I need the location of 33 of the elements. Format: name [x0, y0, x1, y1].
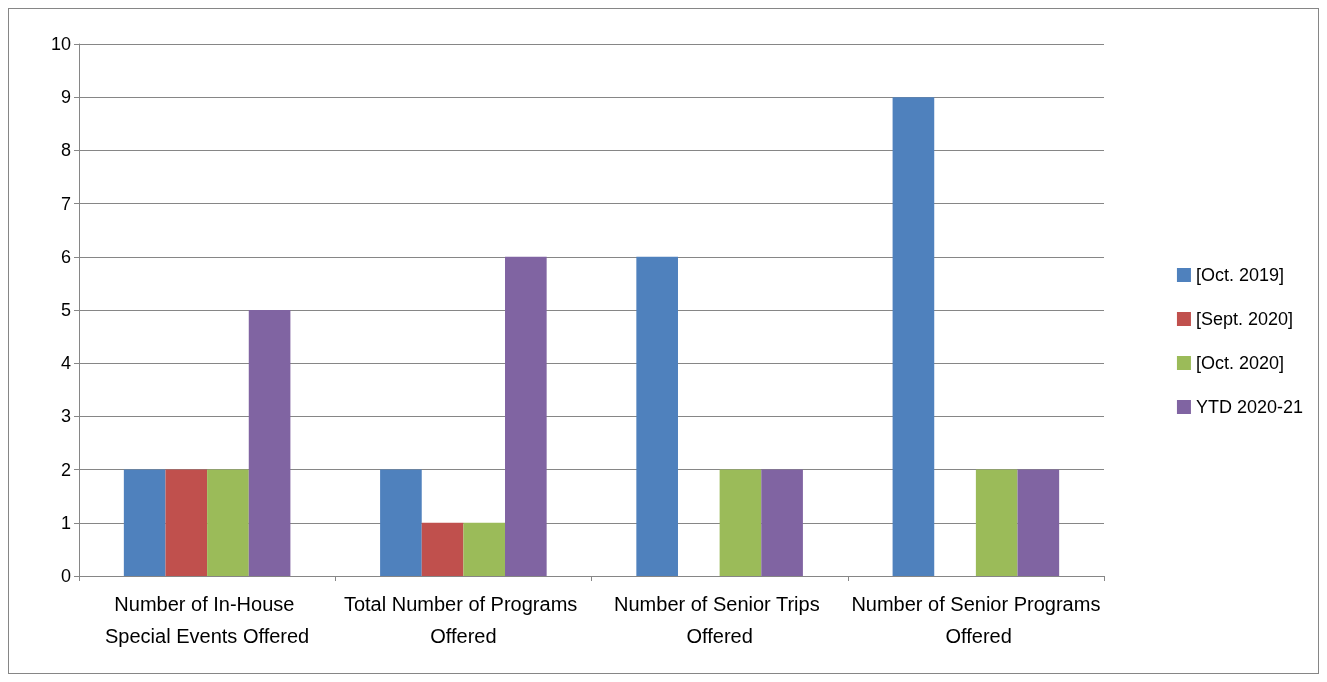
y-tick-label: 5 [60, 300, 71, 320]
y-tick-label: 3 [60, 406, 71, 427]
bar [892, 97, 935, 576]
bar [719, 469, 762, 576]
bar [165, 469, 208, 576]
bar [207, 469, 249, 576]
y-tick-label: 2 [60, 459, 71, 480]
bar [636, 256, 678, 576]
bar [975, 469, 1018, 576]
y-tick-label: 7 [60, 193, 71, 214]
bar [463, 522, 506, 576]
x-tick-label: Number of In-House Special Events Offered [105, 593, 310, 647]
legend-label: [Sept. 2020] [1195, 309, 1294, 329]
bar [421, 522, 464, 576]
x-tick-label: Total Number of Programs Offered [343, 593, 583, 647]
y-tick-label: 0 [60, 566, 71, 586]
y-tick-label: 8 [60, 140, 71, 161]
bar [123, 469, 166, 576]
legend-label: YTD 2020-21 [1195, 397, 1303, 417]
y-tick-label: 6 [60, 246, 71, 267]
y-tick-label: 10 [50, 34, 71, 54]
bar [1017, 469, 1060, 576]
bar [380, 469, 422, 576]
y-tick-label: 9 [60, 87, 71, 108]
bar [761, 469, 803, 576]
y-tick-label: 1 [60, 512, 71, 533]
legend-label: [Oct. 2020] [1195, 353, 1284, 373]
legend-label: [Oct. 2019] [1195, 265, 1284, 285]
bar [505, 256, 547, 576]
bar [248, 310, 291, 576]
x-tick-label: Number of Senior Programs Offered [851, 593, 1101, 647]
y-tick-label: 4 [60, 353, 71, 374]
x-tick-label: Number of Senior Trips Offered [614, 593, 826, 647]
